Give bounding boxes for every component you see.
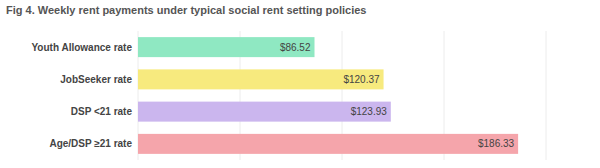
bar xyxy=(138,134,518,154)
chart-container: Fig 4. Weekly rent payments under typica… xyxy=(0,0,600,168)
title: Fig 4. Weekly rent payments under typica… xyxy=(6,4,366,16)
data-label: $120.37 xyxy=(343,74,380,85)
background xyxy=(0,0,600,168)
chart-svg: Fig 4. Weekly rent payments under typica… xyxy=(0,0,600,168)
grid-line xyxy=(546,31,547,160)
bar xyxy=(138,69,384,89)
data-label: $186.33 xyxy=(478,138,515,149)
data-label: $123.93 xyxy=(351,106,388,117)
grid xyxy=(138,31,546,160)
category-label: JobSeeker rate xyxy=(60,74,132,85)
data-label: $86.52 xyxy=(280,42,311,53)
bar xyxy=(138,37,315,57)
bar xyxy=(138,102,391,122)
category-label: Age/DSP ≥21 rate xyxy=(49,138,132,149)
labels: Youth Allowance rate $86.52 JobSeeker rate… xyxy=(31,42,514,150)
category-label: DSP <21 rate xyxy=(71,106,133,117)
bars xyxy=(138,37,518,154)
category-label: Youth Allowance rate xyxy=(31,42,132,53)
